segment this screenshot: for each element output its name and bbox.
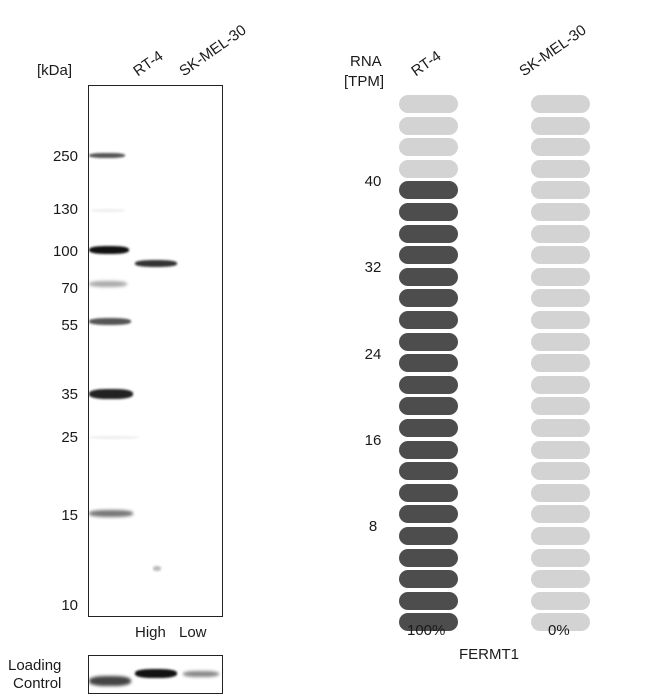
- rna-pill-skmel30-19: [531, 224, 590, 243]
- ladder-band-55: [89, 318, 131, 325]
- rna-pill-rt4-9: [399, 440, 458, 459]
- rna-pill-rt4-3: [399, 570, 458, 589]
- ladder-band-15: [89, 510, 133, 517]
- ladder-band-250: [89, 153, 125, 158]
- marker-250: 250: [52, 148, 78, 165]
- rna-pill-rt4-16: [399, 289, 458, 308]
- rna-pill-rt4-8: [399, 462, 458, 481]
- rna-pill-rt4-24: [399, 116, 458, 135]
- rna-pill-skmel30-25: [531, 95, 590, 113]
- rna-pill-skmel30-14: [531, 332, 590, 351]
- rna-pill-rt4-21: [399, 181, 458, 200]
- rna-pill-skmel30-4: [531, 548, 590, 567]
- rna-pill-rt4-23: [399, 138, 458, 157]
- expression-label-high: High: [135, 624, 166, 641]
- rna-pill-rt4-19: [399, 224, 458, 243]
- rna-pill-rt4-14: [399, 332, 458, 351]
- rna-pill-rt4-17: [399, 267, 458, 286]
- rna-tick-40: 40: [364, 173, 382, 190]
- rna-pill-skmel30-2: [531, 591, 590, 610]
- rna-column-skmel30: [531, 95, 591, 632]
- rna-pill-rt4-4: [399, 548, 458, 567]
- ladder-band-25: [89, 436, 139, 439]
- rna-axis-title-line1: RNA: [350, 53, 382, 70]
- rna-percent-rt4: 100%: [407, 622, 446, 639]
- rna-tick-32: 32: [364, 259, 382, 276]
- lc-band-rt4: [135, 669, 177, 678]
- rna-pill-rt4-25: [399, 95, 458, 113]
- rna-pill-rt4-1: [399, 613, 458, 632]
- rna-axis-title-line2: [TPM]: [344, 73, 384, 90]
- marker-25: 25: [61, 429, 78, 446]
- lc-band-ladder: [89, 676, 131, 686]
- ladder-band-130: [91, 209, 125, 212]
- rna-pill-skmel30-5: [531, 527, 590, 545]
- rna-pill-skmel30-21: [531, 181, 590, 200]
- rna-pill-rt4-20: [399, 203, 458, 221]
- marker-55: 55: [61, 317, 78, 334]
- rna-pill-skmel30-23: [531, 138, 590, 157]
- rna-pill-skmel30-12: [531, 375, 590, 394]
- lane-label-rt4: RT-4: [130, 47, 167, 80]
- rna-pill-skmel30-6: [531, 505, 590, 524]
- marker-130: 130: [52, 201, 78, 218]
- western-blot-image: [88, 85, 223, 617]
- marker-100: 100: [52, 243, 78, 260]
- rna-pill-skmel30-11: [531, 397, 590, 416]
- kda-unit-label: [kDa]: [37, 62, 73, 79]
- rna-pill-rt4-15: [399, 311, 458, 329]
- rna-percent-skmel30: 0%: [548, 622, 570, 639]
- gene-name: FERMT1: [459, 646, 519, 663]
- rna-pill-rt4-18: [399, 246, 458, 265]
- marker-15: 15: [61, 507, 78, 524]
- rna-pill-rt4-6: [399, 505, 458, 524]
- lane-label-skmel30: SK-MEL-30: [176, 21, 250, 80]
- expression-label-low: Low: [179, 624, 207, 641]
- rna-pill-skmel30-3: [531, 570, 590, 589]
- ladder-band-100: [89, 246, 129, 254]
- rna-pill-skmel30-22: [531, 159, 590, 178]
- loading-control-image: [88, 655, 223, 694]
- ladder-band-70: [89, 281, 127, 287]
- rna-pill-rt4-5: [399, 527, 458, 545]
- rna-tick-16: 16: [364, 432, 382, 449]
- rna-pill-rt4-22: [399, 159, 458, 178]
- rna-pill-skmel30-10: [531, 419, 590, 437]
- marker-70: 70: [61, 280, 78, 297]
- rna-pill-skmel30-15: [531, 311, 590, 329]
- rna-pill-skmel30-9: [531, 440, 590, 459]
- lc-band-skmel30: [183, 671, 219, 677]
- rna-pill-skmel30-20: [531, 203, 590, 221]
- rna-pill-skmel30-1: [531, 613, 590, 632]
- ladder-band-35: [89, 389, 133, 399]
- sample-band-rt4: [135, 260, 177, 267]
- rna-pill-rt4-12: [399, 375, 458, 394]
- rna-pill-skmel30-18: [531, 246, 590, 265]
- rna-pill-skmel30-24: [531, 116, 590, 135]
- rna-pill-skmel30-16: [531, 289, 590, 308]
- loading-control-label: Loading Control: [8, 657, 62, 692]
- rna-pill-rt4-2: [399, 591, 458, 610]
- marker-35: 35: [61, 386, 78, 403]
- rna-pill-skmel30-13: [531, 354, 590, 373]
- rna-tick-8: 8: [368, 518, 378, 535]
- rna-pill-rt4-7: [399, 483, 458, 502]
- rna-pill-rt4-11: [399, 397, 458, 416]
- rna-tick-24: 24: [364, 346, 382, 363]
- rna-pill-skmel30-7: [531, 483, 590, 502]
- rna-pill-skmel30-17: [531, 267, 590, 286]
- rna-sample-label-skmel30: SK-MEL-30: [516, 21, 590, 80]
- faint-spot: [153, 566, 161, 571]
- rna-pill-skmel30-8: [531, 462, 590, 481]
- rna-pill-rt4-13: [399, 354, 458, 373]
- rna-column-rt4: [399, 95, 459, 632]
- rna-sample-label-rt4: RT-4: [408, 47, 445, 80]
- rna-pill-rt4-10: [399, 419, 458, 437]
- marker-10: 10: [61, 597, 78, 614]
